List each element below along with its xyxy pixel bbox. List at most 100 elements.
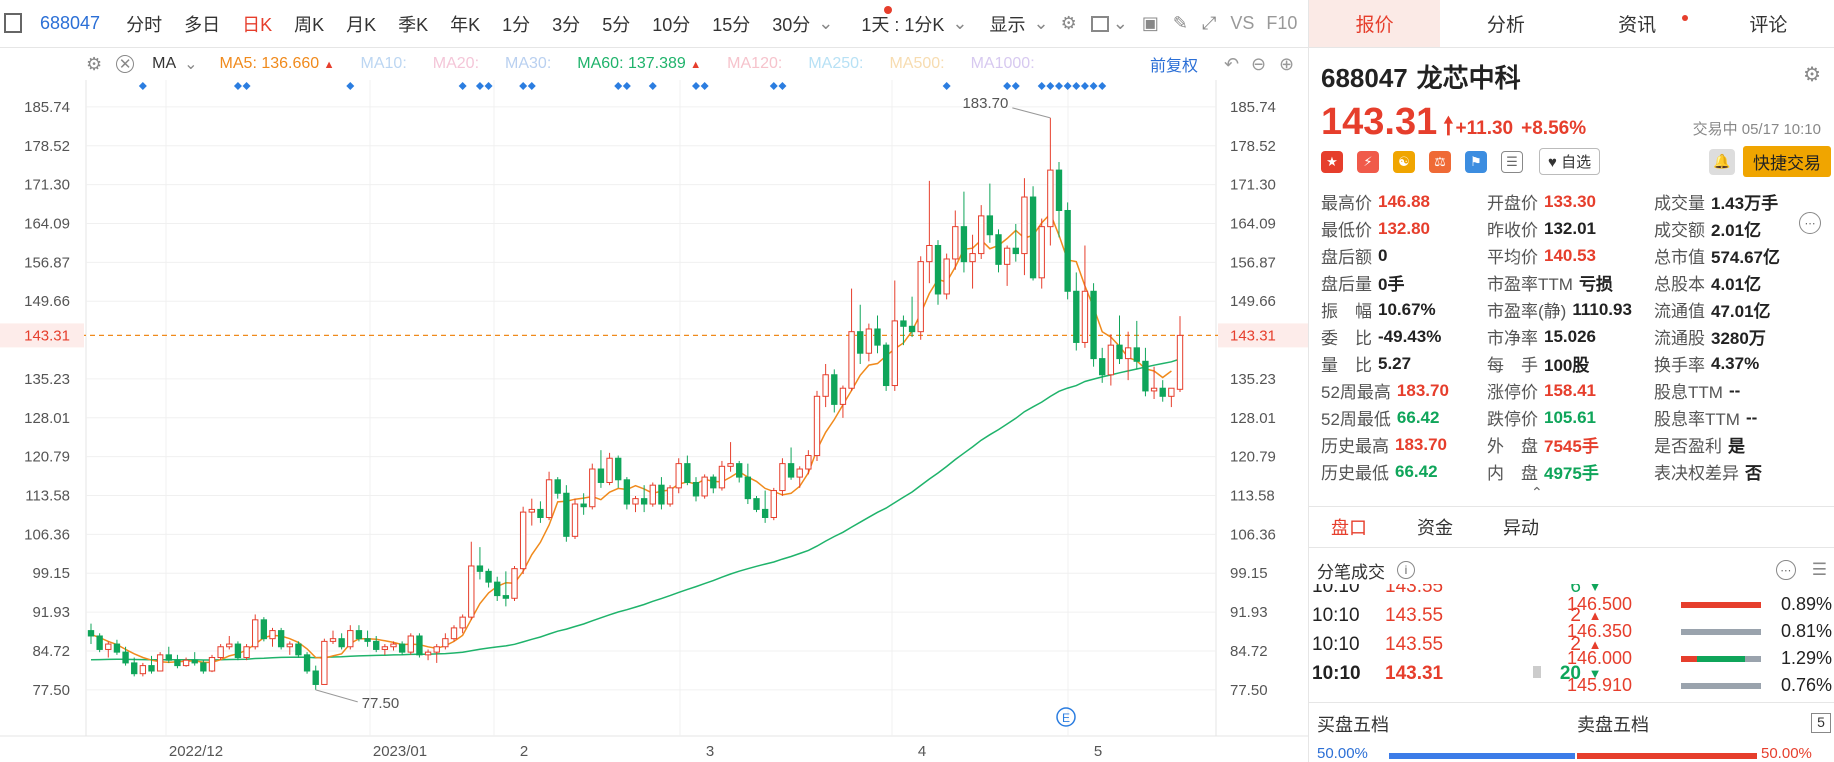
event-marker — [778, 82, 787, 90]
flash-icon[interactable]: ⚡ — [1357, 150, 1379, 173]
stat-cell: 股息TTM -- — [1654, 378, 1831, 403]
tab-3[interactable]: 评论 — [1703, 0, 1834, 47]
stat-label: 股息率TTM — [1654, 410, 1740, 429]
stat-value: 3280万 — [1711, 329, 1766, 348]
stats-row: 量 比 5.27 每 手 100股 换手率 4.37% — [1321, 350, 1831, 377]
chevron-down-icon[interactable]: ⌄ — [1033, 13, 1049, 33]
collapse-icon[interactable]: ⌃ — [1531, 484, 1543, 500]
ma10-legend: MA10: — [360, 55, 407, 72]
stat-value: 4.37% — [1711, 353, 1760, 373]
display-select[interactable]: 显示 — [989, 14, 1026, 35]
y-tick-label-left: 164.09 — [24, 215, 70, 232]
adjust-button[interactable]: 前复权 — [1150, 58, 1199, 75]
candle-body — [433, 646, 440, 653]
ma1000-legend: MA1000: — [970, 55, 1035, 72]
more-icon[interactable]: ⋯ — [1799, 212, 1821, 234]
candle-body — [1073, 290, 1080, 343]
period-tab[interactable]: 30分 — [772, 14, 811, 35]
period-tab[interactable]: 多日 — [184, 14, 221, 35]
candle-body — [234, 643, 242, 659]
candle-body — [874, 328, 881, 346]
y-tick-label-right: 91.93 — [1230, 604, 1268, 621]
period-tab[interactable]: 季K — [398, 14, 429, 35]
document-icon[interactable]: ☰ — [1501, 150, 1523, 173]
candle-body — [658, 484, 665, 505]
kline-svg[interactable]: 185.74 185.74 178.52 178.52 171.30 171.30 164.… — [0, 80, 1308, 762]
x-tick-label: 2023/01 — [373, 743, 427, 760]
y-tick-label-left: 128.01 — [24, 410, 70, 427]
draw-rect-icon[interactable] — [1090, 13, 1109, 35]
settings-icon[interactable]: ⚙ — [1803, 64, 1821, 86]
vs-button[interactable]: VS — [1230, 13, 1255, 33]
tab-2[interactable]: 资讯 — [1572, 0, 1703, 47]
chevron-down-icon[interactable]: ⌄ — [184, 56, 198, 73]
period-tab[interactable]: 日K — [242, 14, 273, 35]
chevron-down-icon[interactable]: ⌄ — [1112, 13, 1128, 33]
camera-icon[interactable]: ▣ — [1141, 13, 1159, 33]
kline-chart[interactable]: 185.74 185.74 178.52 178.52 171.30 171.30 164.… — [0, 80, 1308, 762]
stat-value: 7545手 — [1544, 437, 1599, 456]
settings-icon[interactable]: ⚙ — [86, 53, 103, 74]
period-tab[interactable]: 月K — [346, 14, 377, 35]
subtab-0[interactable]: 盘口 — [1331, 518, 1367, 538]
period-tab[interactable]: 10分 — [652, 14, 691, 35]
scrollbar[interactable] — [1533, 666, 1541, 678]
period-tab[interactable]: 周K — [294, 14, 325, 35]
undo-icon[interactable]: ↶ — [1224, 53, 1240, 74]
indicator-select[interactable]: MA — [152, 55, 177, 72]
china-flag-icon[interactable]: ★ — [1321, 150, 1343, 173]
tag-icon[interactable]: ⚑ — [1465, 150, 1487, 173]
period-tab[interactable]: 5分 — [602, 14, 631, 35]
event-marker — [614, 82, 623, 90]
y-tick-label-right: 77.50 — [1230, 682, 1268, 699]
sidebar-toggle-icon[interactable] — [4, 13, 22, 33]
period-tab[interactable]: 年K — [450, 14, 481, 35]
candle-body — [848, 331, 855, 389]
event-marker — [692, 82, 700, 90]
indicator-bar: ⚙ ✕ MA ⌄ MA5: 136.660 ▲ MA10: MA20: MA30… — [0, 48, 1308, 80]
stat-value: 0手 — [1378, 275, 1405, 294]
quick-trade-button[interactable]: 快捷交易 — [1743, 146, 1831, 177]
info-icon[interactable]: i — [1397, 561, 1415, 579]
zoom-in-icon[interactable]: ⊕ — [1279, 53, 1295, 74]
candle-body — [1055, 169, 1063, 211]
candle-body — [519, 511, 527, 570]
more-icon[interactable]: ⋯ — [1775, 560, 1796, 580]
page-badge[interactable]: 5 — [1811, 713, 1831, 733]
tab-0[interactable]: 报价 — [1309, 0, 1441, 47]
watchlist-button[interactable]: ♥ 自选 — [1539, 148, 1601, 175]
range-select[interactable]: 1天 : 1分K — [861, 14, 945, 35]
low-annotation: 77.50 — [362, 695, 400, 712]
ticks-title: 分笔成交 — [1317, 562, 1385, 582]
period-tab[interactable]: 15分 — [712, 14, 751, 35]
balance-icon[interactable]: ⚖ — [1429, 150, 1451, 173]
subtab-2[interactable]: 异动 — [1503, 518, 1539, 538]
y-tick-label-left: 120.79 — [24, 449, 70, 466]
stat-label: 市盈率(静) — [1487, 302, 1567, 321]
ticks-list[interactable]: 10:10 143.55 6 ▼ 10:10 143.55 2 ▲ 10:10 143.55 2 ▲ 1… — [1309, 584, 1834, 700]
stat-cell: 总市值 574.67亿 — [1654, 243, 1831, 268]
bell-icon[interactable]: 🔔 — [1709, 148, 1735, 175]
period-tab[interactable]: 1分 — [502, 14, 531, 35]
database-icon[interactable]: ☯ — [1393, 150, 1415, 173]
tab-1[interactable]: 分析 — [1440, 0, 1571, 47]
subtab-1[interactable]: 资金 — [1417, 518, 1453, 538]
chevron-down-icon[interactable]: ⌄ — [818, 13, 834, 33]
stat-cell: 流通股 3280万 — [1654, 324, 1831, 349]
settings-icon[interactable]: ⚙ — [1060, 13, 1077, 33]
f10-button[interactable]: F10 — [1266, 13, 1298, 33]
chevron-down-icon[interactable]: ⌄ — [952, 13, 968, 33]
close-icon[interactable]: ✕ — [116, 55, 135, 73]
list-icon[interactable]: ☰ — [1811, 560, 1827, 579]
fullscreen-icon[interactable]: ⤢ — [1201, 13, 1217, 33]
period-tab[interactable]: 分时 — [126, 14, 163, 35]
candle-body — [1003, 247, 1011, 265]
pen-icon[interactable]: ✎ — [1172, 13, 1188, 33]
zoom-out-icon[interactable]: ⊖ — [1251, 53, 1267, 74]
stat-label: 成交额 — [1654, 221, 1705, 240]
candle-body — [831, 374, 838, 405]
stat-cell: 市盈率(静) 1110.93 — [1487, 297, 1654, 322]
candle-body — [381, 646, 389, 650]
period-tab[interactable]: 3分 — [552, 14, 581, 35]
stat-value: 是 — [1728, 437, 1745, 456]
